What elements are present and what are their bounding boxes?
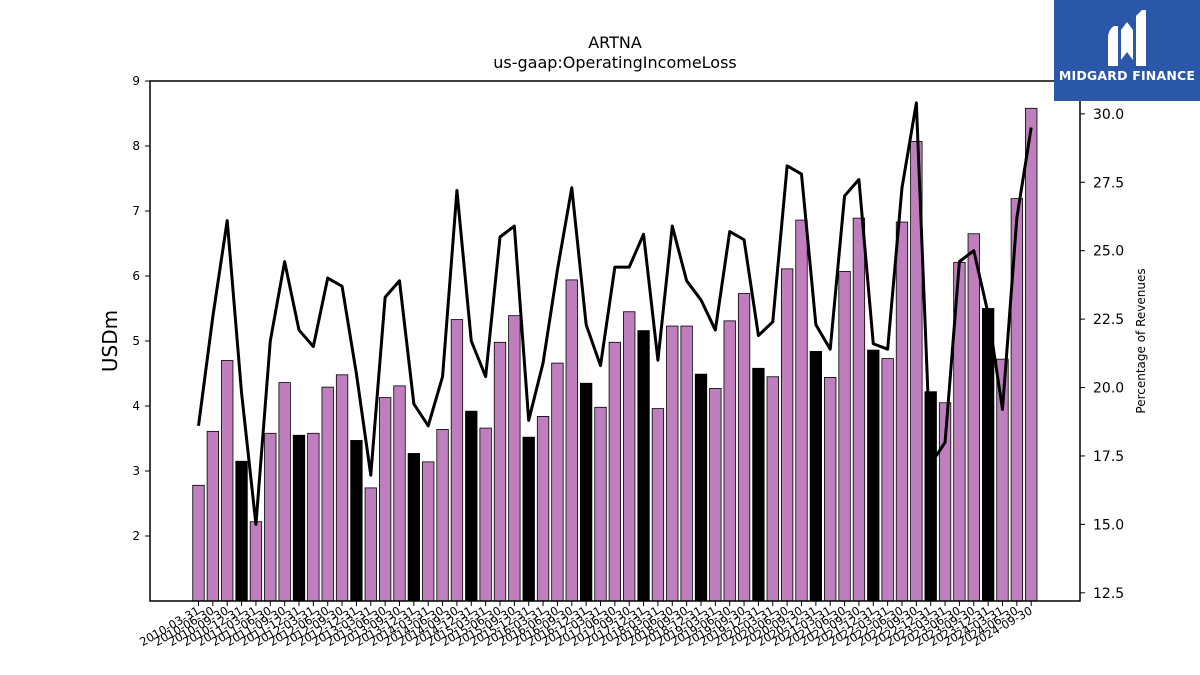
chart-subtitle: us-gaap:OperatingIncomeLoss — [493, 53, 737, 72]
bar — [378, 397, 392, 602]
bar — [278, 382, 291, 602]
brand-name: MIDGARD FINANCE — [1058, 68, 1196, 83]
plot-frame — [149, 80, 1081, 602]
bar — [479, 427, 492, 602]
bar — [694, 373, 708, 602]
y2-tick-label: 27.5 — [1093, 175, 1124, 191]
bar — [422, 461, 435, 602]
y-axis-left: 2 3 4 5 6 7 8 9 — [132, 74, 150, 543]
series-line — [197, 101, 1033, 526]
bar — [1025, 107, 1038, 602]
bar — [450, 319, 464, 602]
y-axis-label: USDm — [98, 310, 122, 372]
brand-logo: MIDGARD FINANCE — [1054, 0, 1200, 101]
bar — [709, 388, 722, 602]
bar — [895, 221, 909, 602]
y-tick-label: 9 — [132, 74, 140, 88]
y-tick-label: 2 — [132, 529, 140, 543]
bar — [752, 367, 765, 602]
bar — [723, 320, 736, 602]
bar — [192, 484, 205, 602]
y-tick-label: 8 — [132, 139, 140, 153]
y-tick-label: 4 — [132, 399, 140, 413]
bar — [780, 268, 794, 602]
y2-tick-label: 17.5 — [1093, 449, 1124, 465]
bar — [981, 308, 995, 602]
bar — [465, 410, 478, 602]
bar — [436, 428, 449, 602]
bar — [221, 360, 234, 602]
bar — [536, 415, 550, 602]
chart-title: ARTNA — [588, 33, 642, 52]
bar — [795, 219, 808, 602]
bar — [364, 487, 377, 602]
bar — [608, 341, 621, 602]
bar — [637, 330, 650, 602]
bar — [321, 386, 334, 602]
bar — [493, 341, 507, 602]
bar — [249, 521, 263, 602]
bar — [292, 434, 306, 602]
bar — [867, 349, 880, 602]
bar — [852, 217, 866, 602]
y2-tick-label: 12.5 — [1093, 586, 1124, 602]
y2-tick-label: 22.5 — [1093, 312, 1124, 328]
bar — [924, 391, 937, 602]
bar — [881, 358, 894, 602]
bar — [651, 408, 665, 602]
bar — [824, 376, 837, 602]
bar — [838, 271, 851, 602]
bar — [565, 279, 578, 602]
x-axis: 2010-03-312010-06-302010-09-302010-12-31… — [137, 601, 1035, 649]
bar — [307, 432, 320, 602]
bar — [666, 325, 679, 602]
y-axis-right: 12.5 15.0 17.5 20.0 22.5 25.0 27.5 30.0 — [1080, 107, 1124, 602]
bar — [737, 293, 751, 602]
y-tick-label: 6 — [132, 269, 140, 283]
bar — [350, 440, 363, 602]
y-tick-label: 7 — [132, 204, 140, 218]
y-tick-label: 3 — [132, 464, 140, 478]
bar — [623, 311, 636, 602]
logo-mark-icon — [1108, 10, 1146, 66]
bar — [508, 315, 521, 602]
bar — [235, 460, 248, 602]
y2-axis-label: Percentage of Revenues — [1134, 268, 1148, 413]
y2-tick-label: 25.0 — [1093, 244, 1124, 260]
y2-tick-label: 20.0 — [1093, 381, 1124, 397]
bar — [967, 233, 980, 602]
bars-group — [192, 107, 1038, 602]
bar — [680, 325, 693, 602]
bar — [551, 362, 564, 602]
bar — [579, 382, 593, 602]
bar — [264, 432, 277, 602]
bar — [335, 374, 349, 602]
y2-tick-label: 15.0 — [1093, 517, 1124, 533]
bar — [393, 385, 406, 602]
line-group — [197, 101, 1033, 526]
bar — [594, 406, 607, 602]
bar — [766, 376, 779, 602]
y2-tick-label: 30.0 — [1093, 107, 1124, 123]
bar — [522, 436, 535, 602]
bar — [407, 453, 421, 602]
bar — [809, 350, 822, 602]
y-tick-label: 5 — [132, 334, 140, 348]
bar — [206, 430, 220, 602]
